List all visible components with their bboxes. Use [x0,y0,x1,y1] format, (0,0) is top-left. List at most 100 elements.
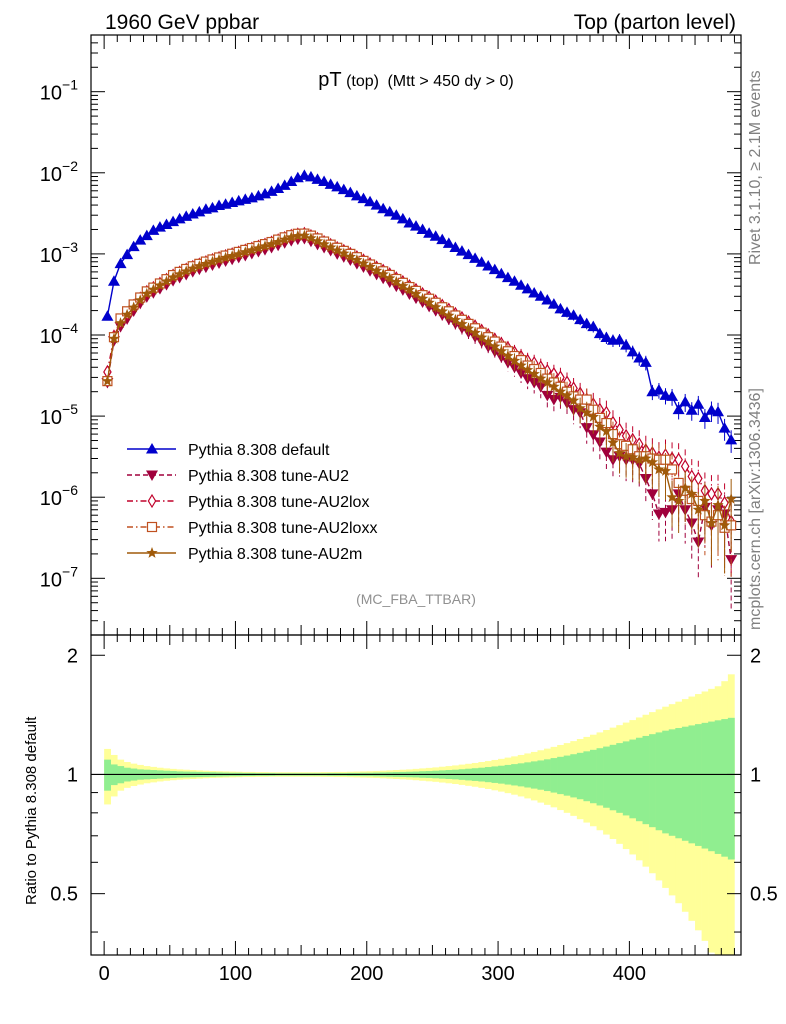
header-process-label: Top (parton level) [574,11,736,34]
data-point [698,411,711,423]
y-tick-label: 10−4 [40,320,78,348]
data-point [469,326,481,338]
ratio-y-tick-label-right: 0.5 [750,884,778,906]
data-point [587,320,600,332]
data-point [535,372,547,384]
data-point [318,238,330,250]
data-point [377,202,390,214]
main-plot-axis-ticks [91,34,741,636]
y-tick-label: 10−3 [40,239,78,267]
data-point [725,493,737,504]
green-band-bin [596,748,604,806]
data-point [442,237,455,248]
main-plot-frame [90,34,742,636]
data-point [141,287,153,299]
data-point [403,283,416,295]
green-band-bin [708,721,716,852]
data-point [712,405,725,417]
data-point [173,268,186,280]
green-band-bin [583,751,591,802]
legend: Pythia 8.308 default Pythia 8.308 tune-AU… [127,442,377,563]
data-point [541,390,554,402]
data-point [652,509,665,521]
data-point [272,236,284,247]
ratio-y-tick-label-left: 0.5 [50,884,78,906]
legend-entry: Pythia 8.308 tune-AU2 [127,468,349,485]
data-point [581,406,593,418]
data-point [127,240,140,252]
data-point [694,471,703,486]
data-point [410,220,422,231]
data-point [541,376,553,388]
data-point [423,296,435,308]
data-point [462,248,475,260]
data-point [482,336,494,347]
data-point [495,267,508,279]
green-band-bin [550,758,558,793]
data-point [515,359,527,371]
data-point [101,310,114,321]
legend-label: Pythia 8.308 default [188,442,330,459]
data-point [692,503,704,515]
legend-marker [146,547,158,558]
green-band-bin [727,717,735,860]
data-point [318,175,331,187]
main-plot-series [101,169,738,612]
data-point [449,314,462,325]
data-point [337,183,350,195]
data-point [147,283,160,295]
data-point [233,248,245,260]
data-point [357,192,370,204]
data-point [410,288,422,299]
data-point [436,305,448,317]
legend-marker [146,470,158,481]
data-point [547,395,560,406]
data-point [554,385,567,397]
data-point [718,519,731,531]
data-point [587,410,599,422]
data-point [416,292,429,304]
y-tick-label: 10−1 [40,77,78,105]
green-band-bin [563,755,571,796]
data-point [121,248,134,260]
data-point [699,494,711,506]
data-point [613,447,626,458]
green-band-bin [104,759,111,791]
data-point [311,235,324,247]
data-point [455,245,468,256]
data-point [180,265,192,277]
data-point [686,487,698,499]
data-point [600,331,613,343]
green-band-bin [622,741,630,816]
data-point [121,308,133,320]
ratio-y-tick-label-right: 2 [750,645,761,667]
data-point [587,430,600,441]
data-point [541,294,554,305]
data-point [528,368,540,379]
data-point [462,322,475,334]
data-point [705,517,718,528]
legend-label: Pythia 8.308 tune-AU2 [188,468,349,485]
data-point [528,286,541,298]
data-point [469,252,482,263]
green-band-bin [544,759,551,792]
data-point [403,217,416,228]
data-point [351,254,363,265]
data-point [567,309,580,320]
green-band-bin [662,730,670,834]
green-band-bin [642,735,650,825]
data-point [501,271,514,283]
data-point [521,364,534,375]
data-point [187,262,199,274]
data-point [272,182,285,194]
green-band-bin [675,728,683,839]
data-point [476,331,488,343]
data-point [384,272,396,284]
data-point [285,175,298,187]
data-point [357,257,370,269]
green-band-bin [629,739,637,819]
data-point [397,280,409,291]
data-point [672,494,685,506]
data-point [134,294,146,306]
data-point [219,251,232,263]
